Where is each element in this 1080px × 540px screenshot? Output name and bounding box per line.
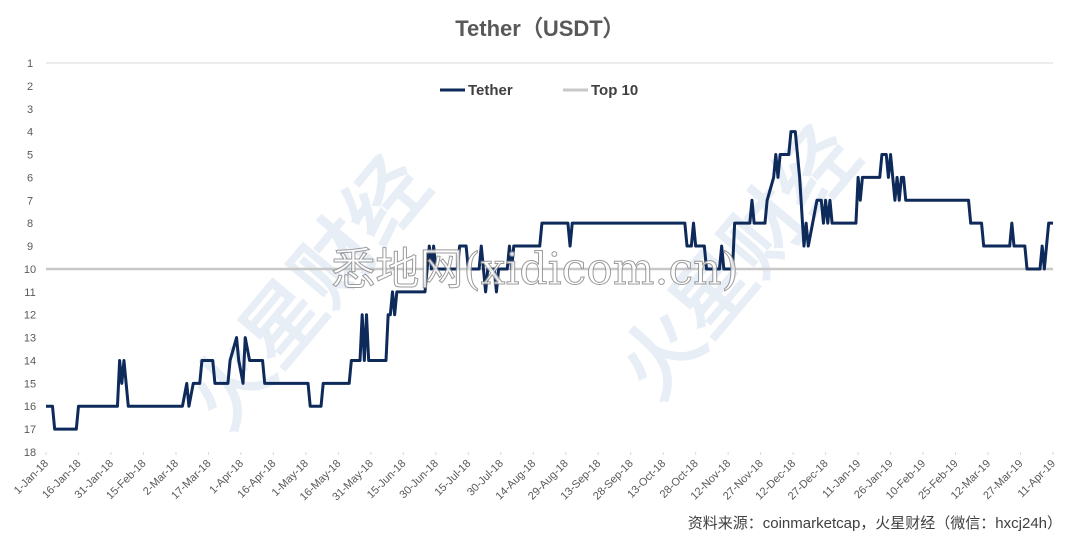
- source-note: 资料来源：coinmarketcap，火星财经（微信：hxcj24h）: [688, 515, 1062, 532]
- watermark: 悉地网(xidicom.cn): [331, 244, 738, 295]
- y-tick-label: 18: [24, 447, 36, 459]
- y-tick-label: 10: [24, 264, 36, 276]
- y-tick-label: 4: [27, 127, 33, 139]
- y-tick-label: 15: [24, 378, 36, 390]
- y-tick-label: 13: [24, 333, 36, 345]
- y-tick-label: 2: [27, 81, 33, 93]
- y-tick-label: 6: [27, 172, 33, 184]
- y-tick-label: 8: [27, 218, 33, 230]
- y-tick-label: 11: [24, 287, 35, 299]
- y-tick-label: 12: [24, 310, 36, 322]
- chart-title: Tether（USDT）: [455, 16, 625, 41]
- y-tick-label: 5: [27, 150, 33, 162]
- y-tick-label: 1: [27, 58, 33, 70]
- y-tick-label: 3: [27, 104, 33, 116]
- legend-label: Top 10: [591, 82, 638, 99]
- y-tick-label: 7: [27, 195, 33, 207]
- y-tick-label: 16: [24, 401, 36, 413]
- y-tick-label: 14: [24, 355, 36, 367]
- y-tick-label: 9: [27, 241, 33, 253]
- legend-label: Tether: [468, 82, 513, 99]
- line-series: [46, 130, 1053, 431]
- y-tick-label: 17: [24, 424, 36, 436]
